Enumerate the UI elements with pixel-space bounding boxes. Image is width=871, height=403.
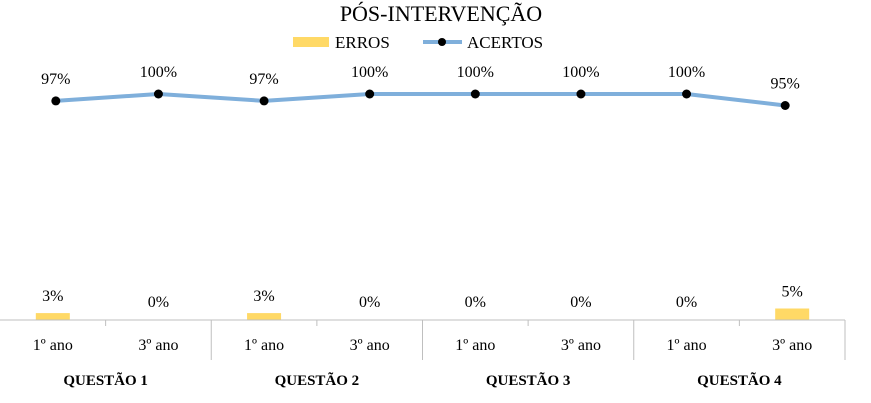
legend: ERROS ACERTOS [293, 33, 543, 52]
line-point-acertos [682, 89, 692, 99]
bar-label-erros: 0% [570, 294, 591, 311]
bar-erros [35, 313, 70, 320]
x-tick-label: 3º ano [772, 337, 812, 354]
bar-label-erros: 3% [253, 288, 274, 305]
line-point-acertos [470, 89, 480, 99]
line-point-acertos [365, 89, 375, 99]
x-axis [0, 319, 846, 360]
legend-marker-acertos [438, 38, 446, 46]
x-tick-label: 1º ano [33, 337, 73, 354]
line-labels-acertos: 97% 100% 97% 100% 100% 100% 100% 95% [41, 64, 800, 93]
bar-label-erros: 0% [148, 294, 169, 311]
legend-label-acertos: ACERTOS [467, 33, 543, 52]
line-label-acertos: 97% [41, 71, 70, 88]
line-point-acertos [259, 96, 269, 106]
line-point-acertos [576, 89, 586, 99]
line-label-acertos: 100% [668, 64, 705, 81]
bar-label-erros: 5% [782, 284, 803, 301]
x-tick-label: 3º ano [561, 337, 601, 354]
x-tick-labels: 1º ano 3º ano 1º ano 3º ano 1º ano 3º ano 1º a… [33, 337, 812, 354]
bar-label-erros: 0% [465, 294, 486, 311]
line-point-acertos [780, 101, 790, 110]
line-path-acertos [55, 92, 786, 108]
x-tick-label: 3º ano [350, 337, 390, 354]
x-tick-label: 1º ano [455, 337, 495, 354]
x-tick-label: 3º ano [138, 337, 178, 354]
line-label-acertos: 100% [562, 64, 599, 81]
bar-label-erros: 0% [676, 294, 697, 311]
x-group-label: QUESTÃO 2 [275, 371, 360, 389]
bars-erros [35, 308, 810, 320]
bar-erros [247, 313, 282, 320]
line-label-acertos: 95% [771, 76, 800, 93]
x-group-label: QUESTÃO 1 [63, 371, 148, 389]
legend-label-erros: ERROS [335, 33, 390, 52]
legend-swatch-erros [293, 37, 329, 47]
x-tick-label: 1º ano [667, 337, 707, 354]
line-point-acertos [51, 96, 61, 106]
bar-label-erros: 0% [359, 294, 380, 311]
x-group-labels: QUESTÃO 1 QUESTÃO 2 QUESTÃO 3 QUESTÃO 4 [63, 371, 782, 389]
line-label-acertos: 97% [249, 71, 278, 88]
line-point-acertos [153, 89, 163, 99]
chart-title: PÓS-INTERVENÇÃO [340, 1, 542, 26]
x-group-label: QUESTÃO 4 [697, 371, 782, 389]
x-group-label: QUESTÃO 3 [486, 371, 571, 389]
bar-erros [775, 308, 810, 320]
line-acertos [51, 89, 790, 110]
line-label-acertos: 100% [351, 64, 388, 81]
x-tick-label: 1º ano [244, 337, 284, 354]
line-label-acertos: 100% [140, 64, 177, 81]
line-label-acertos: 100% [457, 64, 494, 81]
bar-label-erros: 3% [42, 288, 63, 305]
bar-labels-erros: 3% 0% 3% 0% 0% 0% 0% 5% [42, 284, 803, 312]
